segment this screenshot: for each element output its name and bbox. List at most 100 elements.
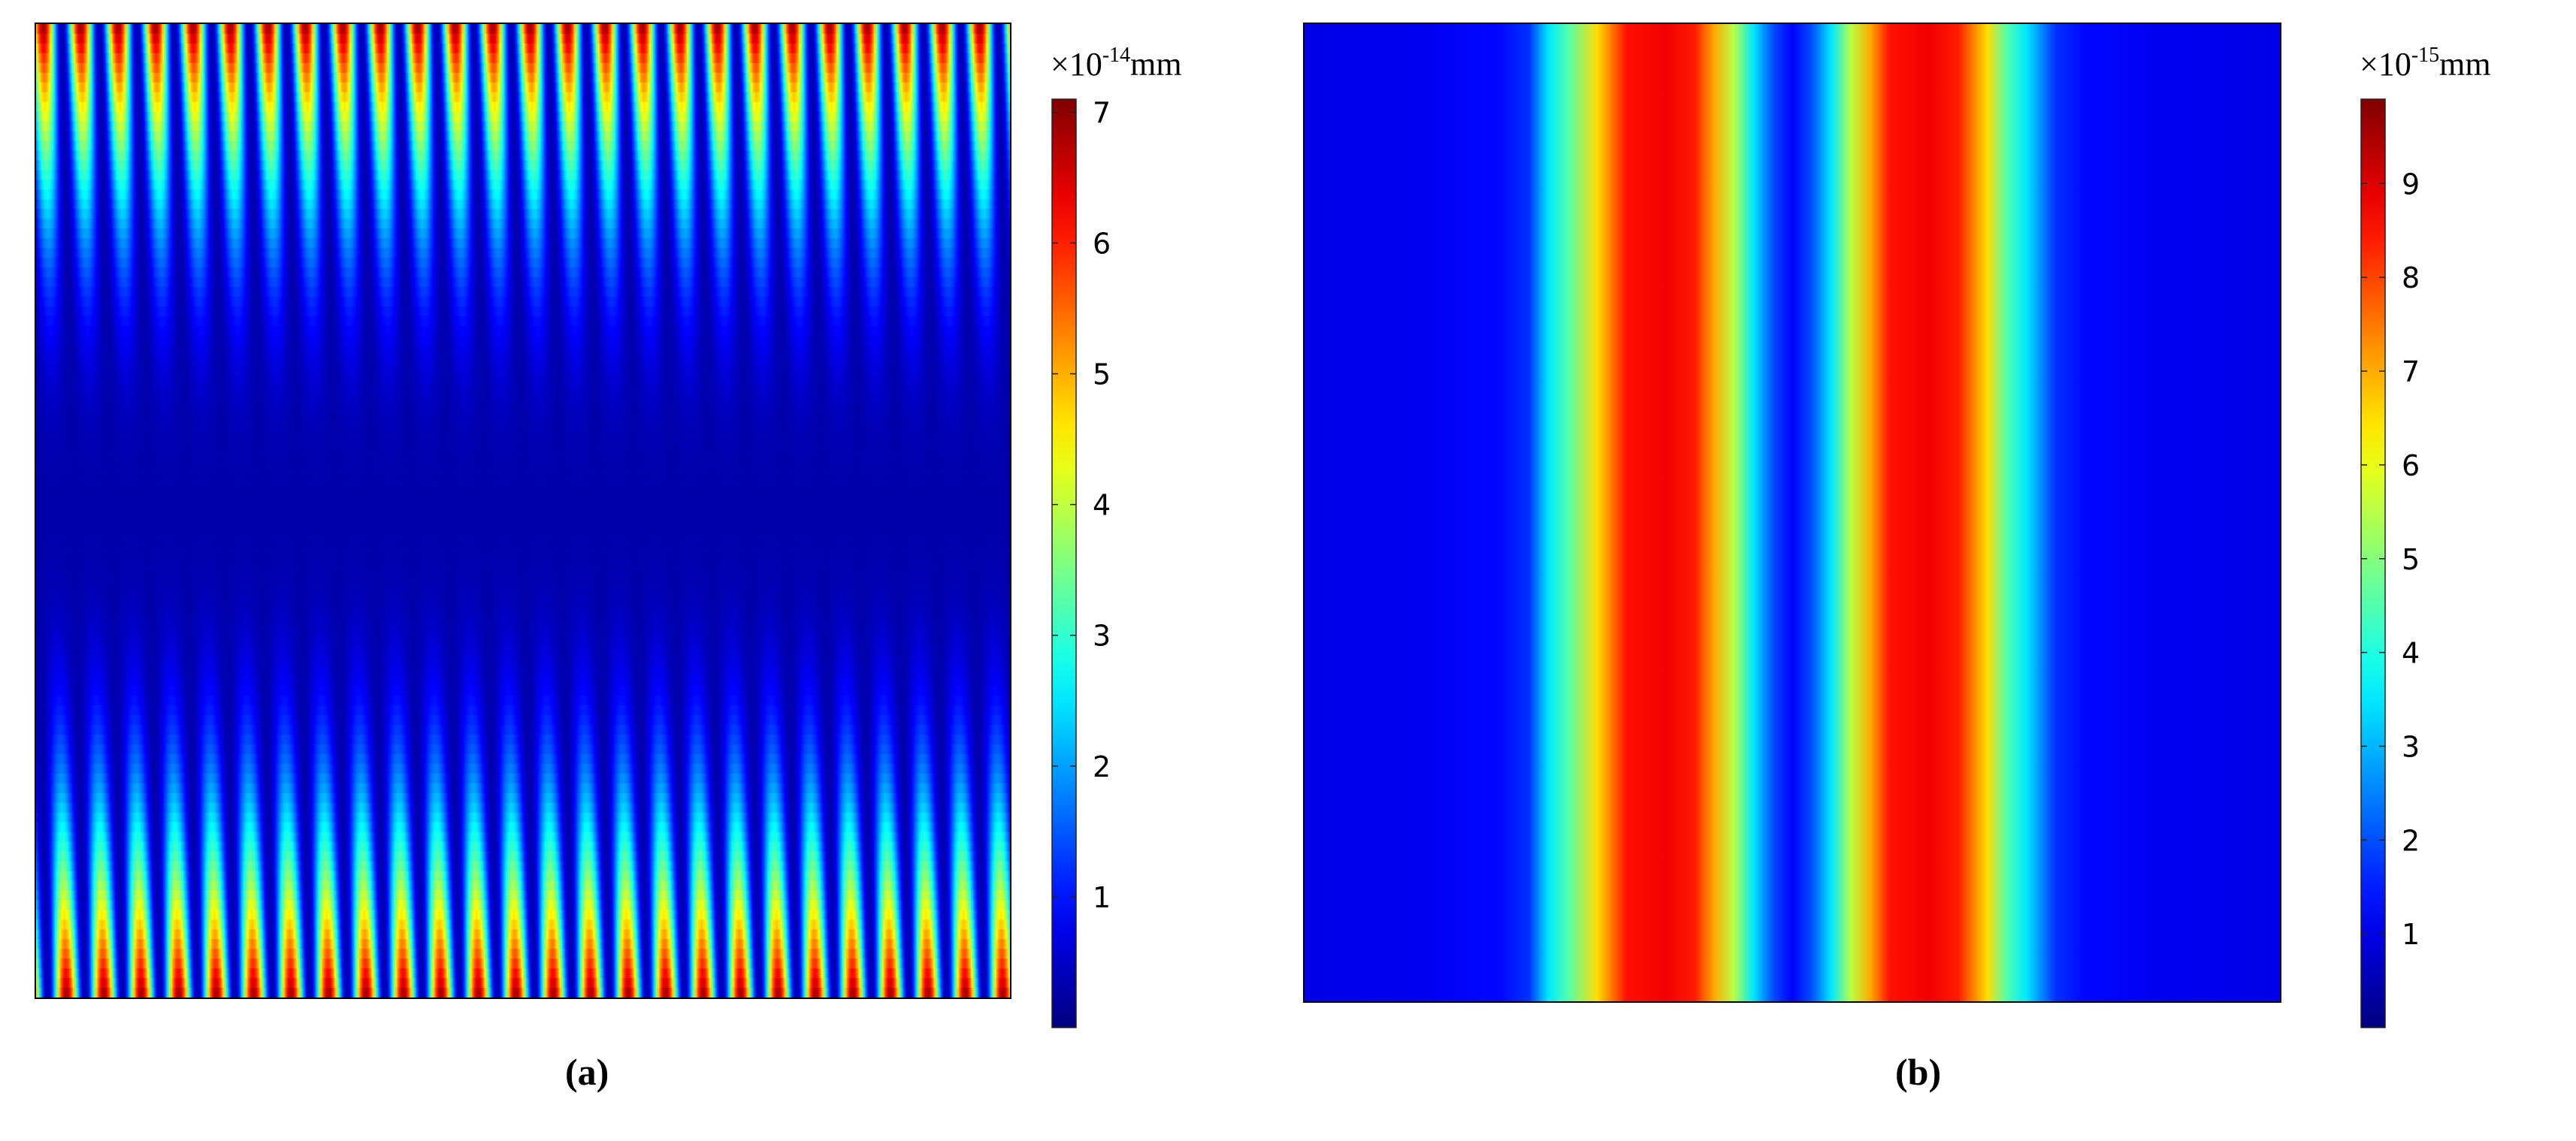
colorbar-a-scale: 1 2 3 4 5 6 7 bbox=[1051, 98, 1111, 1028]
heatmap-a-band bbox=[36, 978, 1010, 989]
heatmap-a-band bbox=[36, 325, 1010, 337]
heatmap-a-band bbox=[36, 910, 1010, 920]
heatmap-a-band bbox=[36, 43, 1010, 54]
heatmap-a-band bbox=[36, 657, 1010, 667]
heatmap-a-band bbox=[36, 403, 1010, 414]
heatmap-a-band bbox=[36, 822, 1010, 833]
heatmap-a-band bbox=[36, 939, 1010, 949]
heatmap-b bbox=[1305, 24, 2280, 1001]
heatmap-a-band bbox=[36, 101, 1010, 113]
heatmap-a-band bbox=[36, 121, 1010, 132]
heatmap-a-band bbox=[36, 763, 1010, 774]
colorbar-a-tick-label: 4 bbox=[1093, 489, 1111, 522]
heatmap-a-band bbox=[36, 598, 1010, 609]
colorbar-b-unit: ×10-15mm bbox=[2360, 44, 2491, 83]
heatmap-a-band bbox=[36, 24, 1010, 35]
colorbar-b-tick-label: 2 bbox=[2402, 824, 2420, 857]
colorbar-a-tick-label: 2 bbox=[1093, 750, 1111, 783]
heatmap-a bbox=[36, 24, 1010, 998]
colorbar-a: ×10-14mm 1 2 3 4 5 6 7 bbox=[1051, 44, 1276, 1028]
heatmap-a-band bbox=[36, 880, 1010, 892]
panel-a: ×10-14mm 1 2 3 4 5 6 7 (a) bbox=[35, 23, 1276, 1093]
heatmap-a-band bbox=[36, 949, 1010, 959]
heatmap-a-band bbox=[36, 735, 1010, 745]
heatmap-a-band bbox=[36, 258, 1010, 268]
heatmap-a-band bbox=[36, 530, 1010, 541]
heatmap-a-band bbox=[36, 559, 1010, 570]
heatmap-a-band bbox=[36, 286, 1010, 297]
heatmap-a-band bbox=[36, 861, 1010, 872]
heatmap-a-band bbox=[36, 715, 1010, 726]
heatmap-a-band bbox=[36, 929, 1010, 940]
heatmap-a-band bbox=[36, 890, 1010, 901]
heatmap-a-band bbox=[36, 744, 1010, 755]
heatmap-a-band bbox=[36, 345, 1010, 356]
colorbar-b: ×10-15mm 1 2 3 4 5 6 7 8 9 bbox=[2360, 44, 2576, 1028]
heatmap-a-band bbox=[36, 812, 1010, 823]
heatmap-a-band bbox=[36, 900, 1010, 910]
heatmap-a-band bbox=[36, 219, 1010, 229]
colorbar-a-gradient bbox=[1051, 98, 1077, 1028]
heatmap-a-plot-area bbox=[35, 23, 1011, 999]
heatmap-a-band bbox=[36, 539, 1010, 551]
heatmap-a-band bbox=[36, 792, 1010, 804]
heatmap-a-band bbox=[36, 189, 1010, 200]
heatmap-a-band bbox=[36, 686, 1010, 696]
heatmap-a-band bbox=[36, 705, 1010, 716]
colorbar-b-tick-label: 6 bbox=[2402, 449, 2420, 482]
heatmap-a-band bbox=[36, 53, 1010, 64]
panel-a-label: (a) bbox=[565, 1051, 609, 1093]
heatmap-a-band bbox=[36, 111, 1010, 122]
heatmap-a-band bbox=[36, 228, 1010, 239]
heatmap-a-band bbox=[36, 199, 1010, 210]
heatmap-a-band bbox=[36, 452, 1010, 463]
colorbar-b-tick-label: 7 bbox=[2402, 355, 2420, 388]
heatmap-a-band bbox=[36, 578, 1010, 590]
heatmap-a-band bbox=[36, 871, 1010, 882]
heatmap-b-plot-area bbox=[1303, 23, 2281, 1003]
heatmap-a-band bbox=[36, 549, 1010, 560]
heatmap-a-band bbox=[36, 773, 1010, 784]
heatmap-a-band bbox=[36, 296, 1010, 307]
heatmap-a-band bbox=[36, 958, 1010, 969]
heatmap-a-band bbox=[36, 608, 1010, 619]
heatmap-a-band bbox=[36, 841, 1010, 853]
heatmap-a-band bbox=[36, 462, 1010, 472]
heatmap-a-band bbox=[36, 62, 1010, 74]
heatmap-a-band bbox=[36, 384, 1010, 395]
colorbar-a-exponent: -14 bbox=[1102, 44, 1131, 67]
heatmap-a-band bbox=[36, 511, 1010, 521]
heatmap-a-band bbox=[36, 754, 1010, 765]
heatmap-a-band bbox=[36, 666, 1010, 677]
heatmap-a-band bbox=[36, 394, 1010, 405]
colorbar-b-exponent: -15 bbox=[2411, 44, 2440, 67]
colorbar-a-tick-label: 3 bbox=[1093, 620, 1111, 653]
heatmap-a-band bbox=[36, 627, 1010, 638]
colorbar-a-tick-label: 6 bbox=[1093, 227, 1111, 260]
heatmap-a-band bbox=[36, 481, 1010, 492]
heatmap-a-band bbox=[36, 725, 1010, 735]
heatmap-a-band bbox=[36, 160, 1010, 171]
heatmap-a-band bbox=[36, 783, 1010, 794]
heatmap-a-band bbox=[36, 374, 1010, 385]
colorbar-b-tick-label: 1 bbox=[2402, 918, 2420, 951]
heatmap-a-band bbox=[36, 423, 1010, 433]
heatmap-a-band bbox=[36, 413, 1010, 424]
heatmap-a-band bbox=[36, 647, 1010, 657]
heatmap-a-band bbox=[36, 442, 1010, 453]
colorbar-b-tick-label: 5 bbox=[2402, 543, 2420, 576]
heatmap-a-band bbox=[36, 569, 1010, 580]
heatmap-a-band bbox=[36, 919, 1010, 930]
heatmap-b-field bbox=[1305, 24, 2280, 1001]
heatmap-a-band bbox=[36, 637, 1010, 648]
panel-b-label: (b) bbox=[1895, 1051, 1942, 1093]
heatmap-a-band bbox=[36, 72, 1010, 83]
heatmap-a-band bbox=[36, 315, 1010, 327]
heatmap-a-band bbox=[36, 851, 1010, 862]
heatmap-a-band bbox=[36, 306, 1010, 317]
heatmap-a-band bbox=[36, 501, 1010, 512]
heatmap-a-band bbox=[36, 209, 1010, 219]
heatmap-a-band bbox=[36, 472, 1010, 482]
heatmap-a-band bbox=[36, 180, 1010, 190]
heatmap-a-band bbox=[36, 676, 1010, 687]
